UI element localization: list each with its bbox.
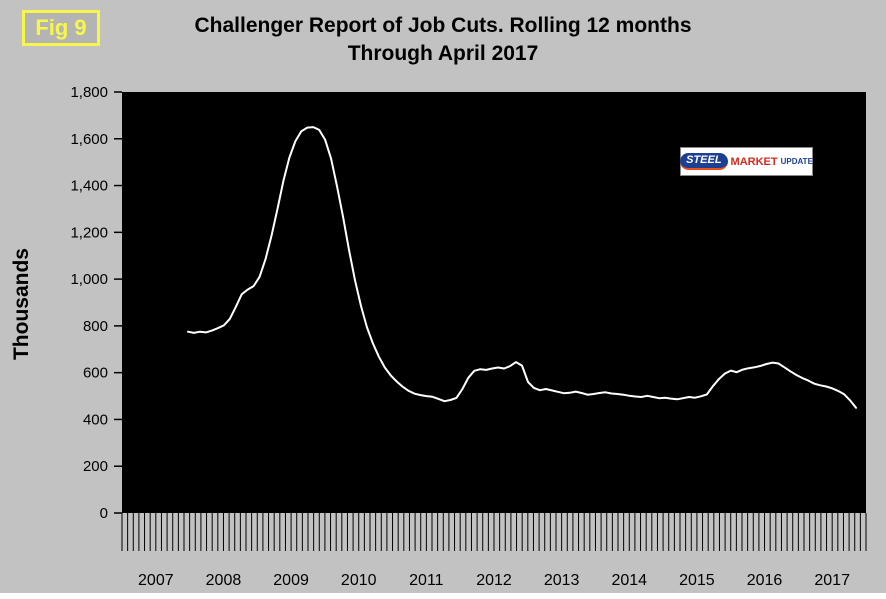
x-axis-year-label: 2008 <box>206 572 242 589</box>
figure-number-badge: Fig 9 <box>22 10 100 46</box>
logo-steel-text: STEEL <box>680 153 728 170</box>
y-tick-label: 400 <box>83 411 108 428</box>
y-tick-label: 800 <box>83 318 108 335</box>
bottom-strip <box>0 593 886 599</box>
chart-title-line1: Challenger Report of Job Cuts. Rolling 1… <box>194 14 692 37</box>
y-tick-label: 600 <box>83 365 108 382</box>
logo-market-text: MARKET <box>730 155 778 168</box>
x-axis-year-label: 2017 <box>814 572 850 589</box>
x-axis-year-label: 2012 <box>476 572 512 589</box>
chart-title: Challenger Report of Job Cuts. Rolling 1… <box>0 12 886 68</box>
y-tick-label: 1,600 <box>70 131 108 148</box>
chart-title-line2: Through April 2017 <box>347 42 539 65</box>
y-tick-label: 1,000 <box>70 271 108 288</box>
x-axis-year-label: 2009 <box>273 572 309 589</box>
y-tick-label: 1,200 <box>70 224 108 241</box>
x-axis-year-label: 2007 <box>138 572 174 589</box>
y-tick-label: 200 <box>83 458 108 475</box>
x-axis-year-label: 2015 <box>679 572 715 589</box>
steel-market-update-logo: STEEL MARKET UPDATE <box>680 147 813 176</box>
x-axis-year-label: 2014 <box>611 572 647 589</box>
job-cuts-line <box>187 126 857 409</box>
x-axis-year-label: 2013 <box>544 572 580 589</box>
y-tick-label: 0 <box>100 505 108 522</box>
y-tick-label: 1,400 <box>70 178 108 195</box>
x-axis-year-label: 2011 <box>409 572 444 589</box>
x-axis-year-label: 2016 <box>747 572 783 589</box>
logo-update-text: UPDATE <box>780 157 813 166</box>
x-axis-year-label: 2010 <box>341 572 377 589</box>
y-tick-label: 1,800 <box>70 84 108 101</box>
